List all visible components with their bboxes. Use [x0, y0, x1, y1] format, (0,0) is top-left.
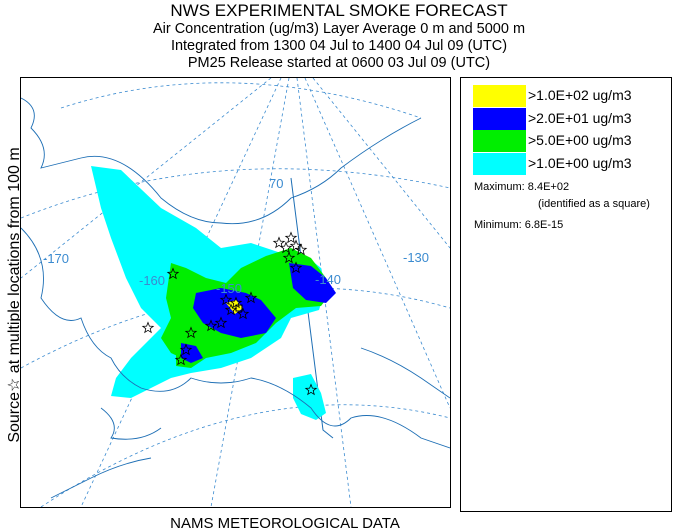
legend-swatch-green — [473, 130, 526, 152]
star-icon — [204, 319, 218, 332]
subtitle-release: PM25 Release started at 0600 03 Jul 09 (… — [187, 55, 491, 71]
legend-item-green: >5.0E+00 ug/m3 — [473, 130, 669, 152]
star-icon — [184, 326, 198, 339]
star-icon — [214, 316, 228, 329]
star-icon — [272, 236, 286, 249]
plume-blue-east — [289, 263, 336, 303]
star-icon — [224, 303, 238, 316]
plume-cyan-south — [293, 374, 326, 420]
star-icon — [282, 251, 296, 264]
footer-data-source: NAMS METEOROLOGICAL DATA — [170, 515, 400, 532]
star-icon — [244, 291, 258, 304]
star-icon — [294, 243, 308, 256]
star-icon — [174, 353, 188, 366]
legend-item-yellow: >1.0E+02 ug/m3 — [473, 85, 669, 107]
meridian-label-130: -130 — [403, 250, 429, 265]
star-icon — [304, 383, 318, 396]
star-icon — [166, 267, 180, 280]
meridian-label-150: -150 — [216, 281, 242, 296]
map-canvas: -170 -160 -150 -140 -130 70 — [21, 78, 450, 507]
legend-swatch-cyan — [473, 153, 526, 175]
legend-item-cyan: >1.0E+00 ug/m3 — [473, 153, 669, 175]
star-icon — [289, 261, 303, 274]
meridian-label-140: -140 — [315, 272, 341, 287]
star-icon — [284, 231, 298, 244]
legend-minimum: Minimum: 6.8E-15 — [474, 219, 564, 231]
subtitle-integration: Integrated from 1300 04 Jul to 1400 04 J… — [170, 38, 508, 54]
star-icon — [236, 307, 250, 320]
source-markers — [141, 231, 318, 396]
legend-label-cyan: >1.0E+00 ug/m3 — [528, 155, 632, 171]
star-icon — [219, 293, 233, 306]
graticule-parallels — [21, 82, 450, 507]
legend-swatch-blue — [473, 108, 526, 130]
legend-item-blue: >2.0E+01 ug/m3 — [473, 108, 669, 130]
star-icon — [141, 321, 155, 334]
subtitle-concentration: Air Concentration (ug/m3) Layer Average … — [152, 21, 526, 37]
legend-panel: >1.0E+02 ug/m3 >2.0E+01 ug/m3 >5.0E+00 u… — [460, 77, 672, 512]
star-icon — [179, 343, 193, 356]
legend-swatch-yellow — [473, 85, 526, 107]
legend-maximum: Maximum: 8.4E+02 — [474, 181, 570, 193]
page-title: NWS EXPERIMENTAL SMOKE FORECAST — [170, 1, 508, 20]
star-icon — [229, 296, 243, 309]
coastline — [21, 97, 450, 499]
map-panel: -170 -160 -150 -140 -130 70 — [20, 77, 451, 508]
legend-label-green: >5.0E+00 ug/m3 — [528, 132, 632, 148]
meridian-label-160: -160 — [139, 273, 165, 288]
legend-label-blue: >2.0E+01 ug/m3 — [528, 110, 632, 126]
star-icon — [279, 241, 293, 254]
meridian-label-170: -170 — [43, 251, 69, 266]
legend-label-yellow: >1.0E+02 ug/m3 — [528, 87, 632, 103]
parallel-label-70: 70 — [269, 176, 283, 191]
legend-maximum-note: (identified as a square) — [538, 198, 650, 210]
